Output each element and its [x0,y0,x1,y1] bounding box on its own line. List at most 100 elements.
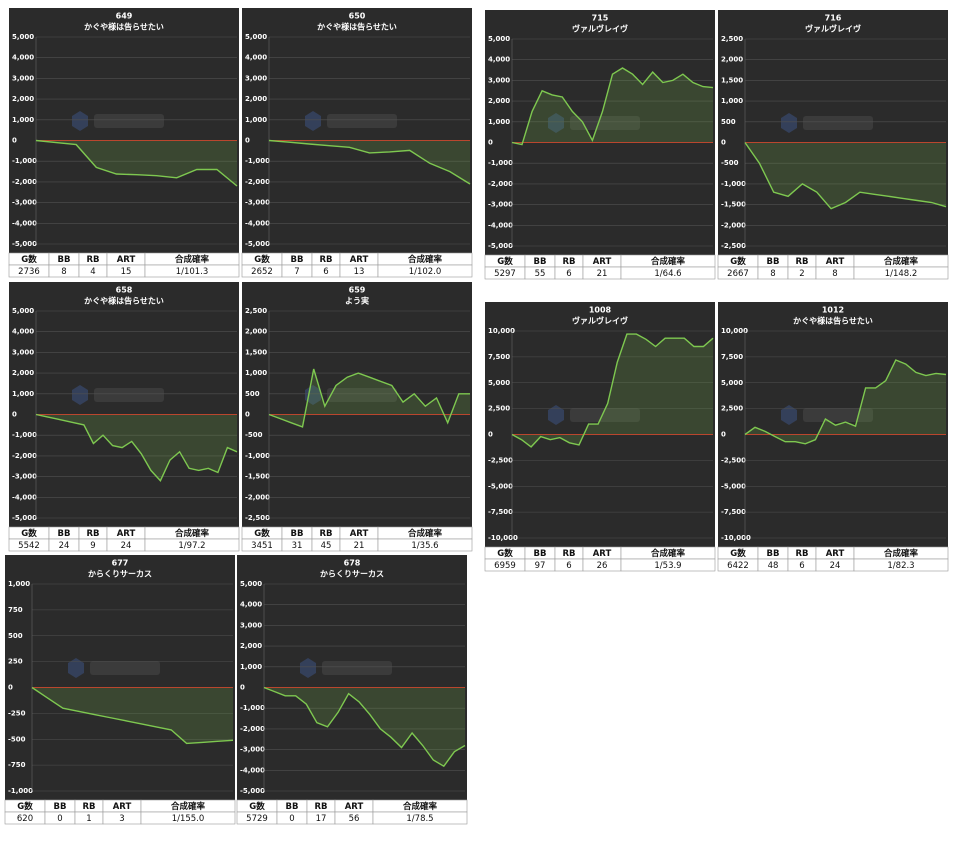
chart-title: 650 [349,12,366,21]
table-value: 1/101.3 [176,267,209,277]
chart-subtitle: ヴァルヴレイヴ [572,24,628,34]
table-header: ART [826,257,845,267]
table-value: 6 [566,269,571,279]
table-cell [140,811,236,825]
y-tick-label: -750 [8,761,26,769]
table-value: 97 [535,561,546,571]
watermark [548,405,564,425]
table-header: BB [767,257,780,267]
table-value: 6 [566,561,571,571]
y-tick-label: -2,500 [245,514,270,522]
y-tick-label: 0 [245,411,250,419]
table-value: 6 [799,561,804,571]
table-value: 8 [770,269,775,279]
chart-title: 658 [116,286,133,295]
table-header: RB [562,549,575,559]
y-tick-label: -2,000 [12,178,37,186]
y-tick-label: 1,000 [12,116,34,124]
y-tick-label: -7,500 [488,508,513,516]
y-tick-label: -10,000 [488,534,518,542]
y-tick-label: 1,000 [245,369,267,377]
area-fill [36,140,237,186]
y-tick-label: -5,000 [12,240,37,248]
table-value: 5729 [246,814,268,824]
line [511,333,714,448]
table-header: 合成確率 [650,256,686,267]
table-value: 2736 [18,267,40,277]
watermark [94,388,164,402]
chart-title: 659 [349,286,366,295]
y-tick-label: -1,500 [721,201,746,209]
table-header: RB [82,802,95,812]
table-cell [377,538,473,552]
y-tick-label: 1,000 [12,390,34,398]
watermark [781,405,797,425]
panel-background [485,10,715,255]
table-header: 合成確率 [174,528,210,539]
y-tick-label: -500 [245,431,263,439]
y-tick-label: -1,000 [12,431,37,439]
table-value: 620 [17,814,33,824]
y-tick-label: 2,000 [245,95,267,103]
table-value: 1/155.0 [172,814,205,824]
chart-subtitle: かぐや様は告らせたい [84,22,164,32]
y-tick-label: -2,500 [721,242,746,250]
line [744,359,947,445]
table-value: 17 [316,814,327,824]
y-tick-label: 1,000 [488,118,510,126]
y-tick-label: -5,000 [721,482,746,490]
y-tick-label: -7,500 [721,508,746,516]
panel-background [485,302,715,547]
y-tick-label: -2,000 [245,178,270,186]
table-value: 1/64.6 [654,269,681,279]
y-tick-label: 3,000 [12,74,34,82]
y-tick-label: -2,000 [488,180,513,188]
table-header: BB [54,802,67,812]
chart-subtitle: ヴァルヴレイヴ [805,24,861,34]
table-cell [853,558,949,572]
table-value: 15 [121,267,132,277]
y-tick-label: 2,000 [240,642,262,650]
chart-title: 1008 [589,306,612,315]
y-tick-label: -1,000 [245,452,270,460]
table-header: ART [593,549,612,559]
y-tick-label: 2,500 [488,405,510,413]
y-tick-label: 2,000 [721,56,743,64]
chart-subtitle: かぐや様は告らせたい [317,22,397,32]
y-tick-label: -2,000 [240,725,265,733]
y-tick-label: -5,000 [12,514,37,522]
table-value: 2667 [727,269,749,279]
y-tick-label: 3,000 [245,74,267,82]
panel-background [242,8,472,253]
y-tick-label: 0 [8,684,13,692]
table-value: 24 [59,541,70,551]
y-tick-label: -1,000 [12,157,37,165]
table-value: 3451 [251,541,273,551]
y-tick-label: 0 [12,411,17,419]
chart-title: 678 [344,559,361,568]
y-tick-label: 250 [8,658,23,666]
panel-background [9,282,239,527]
y-tick-label: 2,000 [12,369,34,377]
y-tick-label: -1,000 [245,157,270,165]
y-tick-label: 4,000 [240,601,262,609]
y-tick-label: 5,000 [12,33,34,41]
table-value: 5542 [18,541,40,551]
y-tick-label: 5,000 [240,580,262,588]
table-value: 0 [57,814,62,824]
chart-title: 649 [116,12,133,21]
table-header: RB [86,255,99,265]
table-value: 26 [597,561,608,571]
table-cell [144,538,240,552]
line [35,139,238,187]
y-tick-label: 500 [8,632,23,640]
table-header: ART [593,257,612,267]
y-tick-label: 500 [245,390,260,398]
y-tick-label: 5,000 [721,379,743,387]
table-header: G数 [249,801,265,812]
watermark [94,114,164,128]
